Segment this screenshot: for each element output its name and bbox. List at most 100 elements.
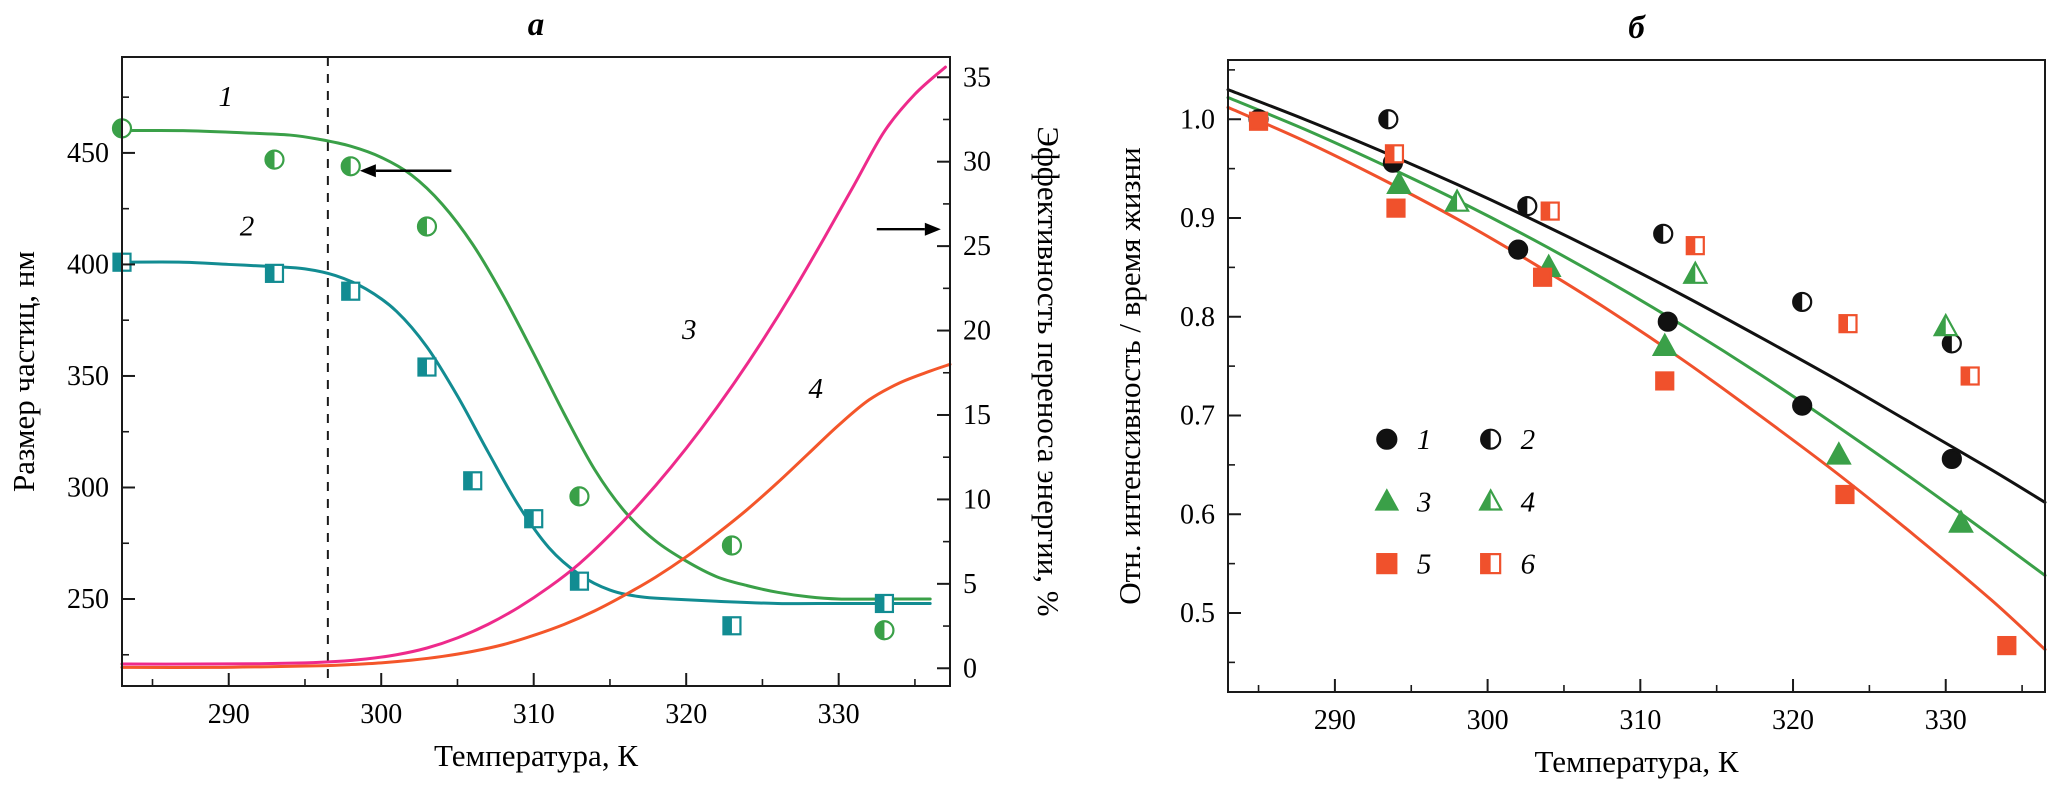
legend: 1 2 3 4 5 6 [1374,424,1536,581]
square-half-marker [722,616,742,636]
y-tick-label: 0.6 [1180,499,1215,530]
square-half-marker [341,281,361,301]
triangle-filled-marker [1948,509,1974,533]
square-half-marker [463,471,483,491]
triangle-filled-marker [1651,332,1678,356]
y2-tick-label: 25 [963,231,991,262]
y-tick-label: 450 [67,138,109,169]
square-half-marker [264,263,285,283]
axis-ticks: 290 300 310 320 3302503003504004500510152025… [67,62,991,730]
fit-line-black [1226,88,2047,504]
curve-4-transfer-efficiency-orange [120,362,952,669]
y-tick-label: 400 [67,249,109,280]
axis-assignment-arrow-head [359,164,376,178]
y2-tick-label: 0 [963,653,977,684]
square-half-marker [874,593,895,614]
series-2-half-circles [1378,109,1962,354]
square-half-marker [1685,236,1705,256]
square-half-marker [1838,314,1858,334]
square-filled-marker [1835,484,1855,505]
panel-a-y-axis-label: Размер частиц, нм [6,251,41,492]
series-number-label-1: 1 [218,81,233,113]
panel-b-y-axis-label: Отн. интенсивность / время жизни [1112,147,1147,604]
y2-tick-label: 5 [963,569,977,600]
circle-half-marker [264,149,285,170]
panel-a-y2-axis-label: Эффективность переноса энергии, % [1031,126,1066,616]
square-filled-marker [1376,553,1398,575]
series-number-label-4: 4 [809,373,824,405]
x-tick-label: 330 [818,699,860,730]
series-6-half-squares [1384,144,1980,386]
x-tick-label: 300 [360,699,402,730]
circle-half-marker [340,156,361,177]
circle-filled-marker [1376,428,1398,450]
x-tick-label: 330 [1925,705,1967,736]
x-tick-label: 320 [1772,705,1814,736]
curve-3-transfer-efficiency-magenta [120,65,947,666]
square-filled-marker [1386,198,1406,218]
y-tick-label: 0.8 [1180,302,1215,333]
series-1-filled-circles [1248,109,1962,470]
circle-filled-marker [1941,448,1962,470]
legend-label-4: 4 [1521,486,1536,518]
series-3-filled-triangles [1386,170,1974,533]
y2-tick-label: 30 [963,147,991,178]
y-tick-label: 0.9 [1180,203,1215,234]
circle-half-marker [721,535,743,556]
circle-half-marker [416,216,438,237]
panel-a-x-axis-label: Температура, К [434,738,638,773]
square-half-marker [1540,201,1560,221]
circle-half-marker [1517,196,1538,217]
circle-half-marker [1941,333,1962,354]
square-half-marker [1384,144,1405,164]
y2-tick-label: 20 [963,316,991,347]
series-1-size-points [111,118,895,641]
panel-b-title: б [1628,10,1646,46]
square-half-marker [524,509,544,529]
square-half-marker [1480,553,1502,575]
square-filled-marker [1248,111,1269,131]
axis-assignment-arrow-head [924,222,941,236]
triangle-half-marker [1444,188,1470,212]
series-4-half-triangles [1444,188,1959,337]
x-tick-label: 310 [513,699,555,730]
triangle-half-marker [1932,312,1959,337]
legend-label-2: 2 [1521,424,1536,456]
y2-tick-label: 15 [963,400,991,431]
panel-b: 290 300 310 320 330 0.5 0.6 0.7 0.8 0.9 1.0 Темпера… [1112,10,2047,779]
legend-label-3: 3 [1416,486,1432,518]
y2-tick-label: 35 [963,62,991,93]
legend-label-5: 5 [1417,549,1432,581]
fit-line-green [1226,96,2047,577]
x-tick-label: 290 [1314,705,1356,736]
circle-half-marker [874,620,895,641]
circle-half-marker [1480,428,1502,450]
plot-frame [121,56,951,687]
y-tick-label: 350 [67,361,109,392]
series-2-size-points [112,252,895,636]
series-5-filled-squares [1248,111,2017,656]
square-filled-marker [1655,371,1675,391]
triangle-filled-marker [1386,170,1412,195]
square-half-marker [417,357,437,377]
panel-b-x-axis-label: Температура, К [1534,744,1738,779]
x-tick-label: 320 [665,699,707,730]
square-filled-marker [1532,267,1553,287]
x-tick-label: 290 [208,699,250,730]
y2-tick-label: 10 [963,484,991,515]
plot-frame [1227,59,2046,693]
x-tick-label: 310 [1619,705,1661,736]
square-half-marker [1960,366,1980,386]
triangle-half-marker [1478,488,1503,511]
panel-a: 290 300 310 320 3302503003504004500510152025… [6,7,1066,773]
circle-half-marker [1378,109,1399,130]
y-tick-label: 300 [67,472,109,503]
y-tick-label: 0.7 [1180,401,1215,432]
circle-filled-marker [1792,395,1813,416]
circle-filled-marker [1508,239,1529,260]
x-tick-label: 300 [1467,705,1509,736]
y-tick-label: 0.5 [1180,598,1215,629]
curve-2-particle-size-teal [120,260,932,606]
